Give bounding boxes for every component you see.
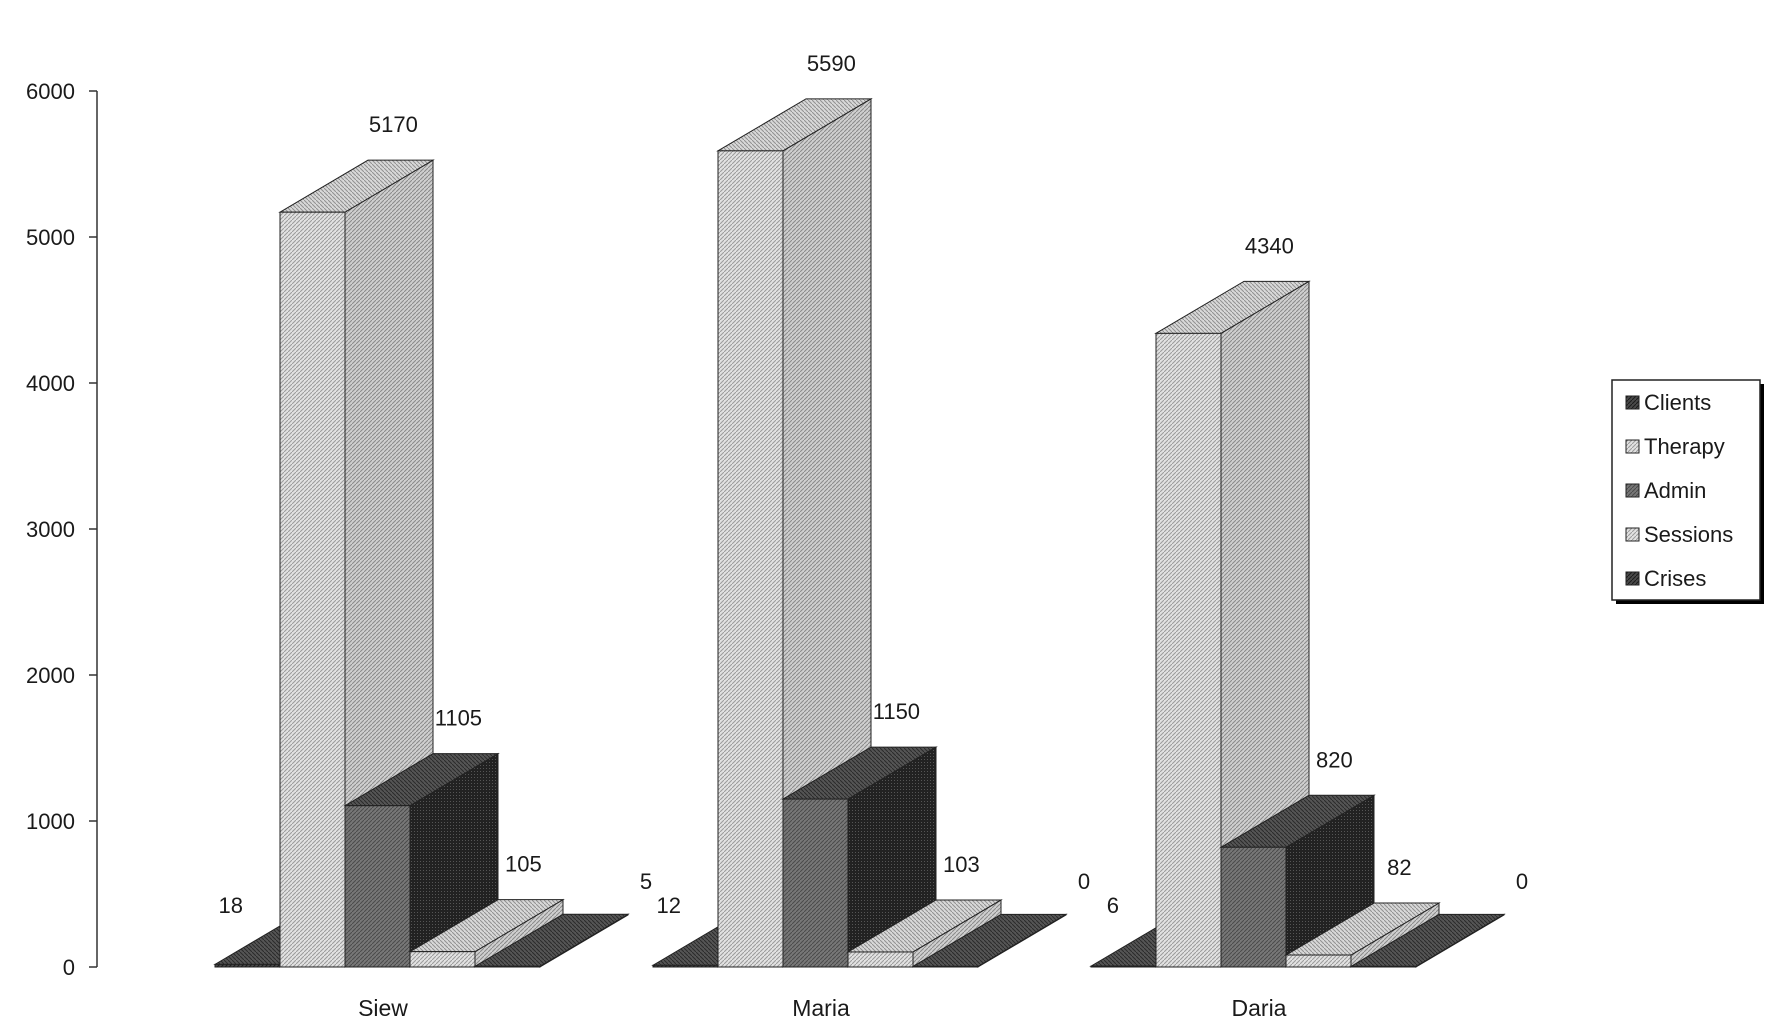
data-label: 820 [1316, 747, 1353, 772]
bar-therapy-siew [278, 159, 435, 968]
y-tick-label: 1000 [26, 809, 75, 834]
legend-swatch-therapy [1625, 439, 1640, 454]
bar-front-face [409, 951, 476, 968]
legend-entry-therapy: Therapy [1644, 434, 1725, 459]
data-label: 103 [943, 852, 980, 877]
bar-crises-maria [911, 913, 1068, 968]
bar-sessions-daria [1284, 902, 1441, 968]
y-tick-label: 0 [63, 955, 75, 980]
bar-front-face [344, 805, 411, 968]
bar-front-face [1285, 954, 1352, 968]
data-label: 1105 [435, 706, 482, 731]
data-label: 5590 [807, 51, 856, 76]
data-label: 0 [1516, 869, 1528, 894]
legend-swatch-crises [1625, 571, 1640, 586]
bar-admin-maria [781, 746, 938, 968]
bar-front-face [474, 965, 541, 968]
category-group-maria [651, 97, 1068, 968]
bar-therapy-maria [716, 97, 873, 968]
data-label: 4340 [1245, 233, 1294, 258]
bar-sessions-siew [408, 898, 565, 968]
bar-front-face [847, 951, 914, 968]
y-tick-label: 5000 [26, 225, 75, 250]
data-label: 1150 [873, 699, 920, 724]
bar-front-face [912, 965, 979, 968]
data-label: 82 [1387, 855, 1411, 880]
legend-entry-admin: Admin [1644, 478, 1706, 503]
bar-front-face [279, 211, 346, 968]
x-category-label: Daria [1232, 995, 1287, 1021]
legend-swatch-clients [1625, 395, 1640, 410]
bar-front-face [1090, 965, 1157, 968]
y-tick-label: 4000 [26, 371, 75, 396]
bar-front-face [214, 963, 281, 968]
legend-entry-crises: Crises [1644, 566, 1706, 591]
x-category-label: Siew [358, 995, 408, 1021]
bar-front-face [782, 798, 849, 968]
data-label: 5170 [369, 112, 418, 137]
category-group-siew [213, 159, 630, 968]
data-label: 18 [219, 893, 243, 918]
bar-front-face [1350, 965, 1417, 968]
bar-therapy-daria [1154, 280, 1311, 968]
legend-swatch-admin [1625, 483, 1640, 498]
data-label: 6 [1107, 893, 1119, 918]
bar-crises-daria [1349, 913, 1506, 968]
y-tick-label: 3000 [26, 517, 75, 542]
bar-crises-siew [473, 913, 630, 968]
y-tick-label: 6000 [26, 79, 75, 104]
bar-sessions-maria [846, 899, 1003, 968]
data-label: 0 [1078, 869, 1090, 894]
data-label: 5 [640, 869, 652, 894]
bar-front-face [1155, 332, 1222, 968]
data-label: 105 [505, 852, 542, 877]
legend-entry-clients: Clients [1644, 390, 1711, 415]
legend-swatch-sessions [1625, 527, 1640, 542]
category-group-daria [1089, 280, 1506, 968]
bar-front-face [1220, 846, 1287, 968]
bar-front-face [717, 150, 784, 968]
bar-front-face [652, 964, 719, 968]
y-tick-label: 2000 [26, 663, 75, 688]
x-category-label: Maria [792, 995, 850, 1021]
data-label: 12 [657, 893, 681, 918]
legend-entry-sessions: Sessions [1644, 522, 1733, 547]
